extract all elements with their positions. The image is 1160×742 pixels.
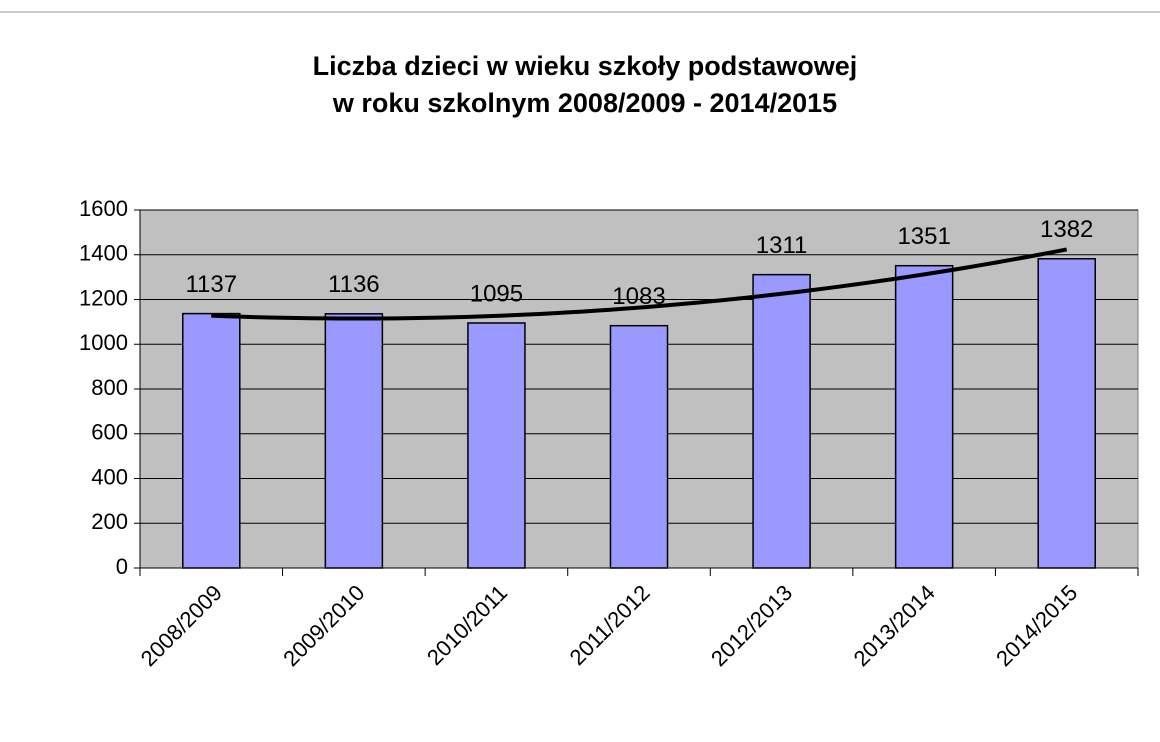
x-tick-label: 2011/2012 [565,580,655,670]
y-tick-label: 1000 [79,330,128,355]
y-tick-label: 1600 [79,196,128,221]
y-tick-label: 400 [91,464,128,489]
y-tick-label: 800 [91,375,128,400]
bar [752,273,811,569]
y-tick-label: 1200 [79,285,128,310]
bar [467,322,526,569]
x-tick-label: 2012/2013 [706,580,797,671]
x-tick-label: 2010/2011 [422,580,512,670]
bar [1037,258,1096,569]
value-label: 1095 [470,280,523,307]
bar [894,264,954,569]
bar [182,312,241,569]
value-label: 1136 [328,271,380,298]
chart-title: w roku szkolnym 2008/2009 - 2014/2015 [332,88,837,118]
x-tick-label: 2008/2009 [136,580,227,671]
y-tick-label: 600 [91,420,128,445]
y-tick-label: 1400 [79,241,128,266]
value-label: 1311 [756,232,808,259]
x-tick-label: 2014/2015 [991,580,1082,671]
bar [324,313,384,569]
bar [609,324,669,569]
x-tick-label: 2009/2010 [278,580,369,671]
y-tick-label: 200 [91,509,128,534]
y-tick-label: 0 [116,554,128,579]
chart-title: Liczba dzieci w wieku szkoły podstawowej [313,51,858,81]
value-label: 1137 [185,271,237,298]
trend-line [211,247,1068,321]
x-tick-label: 2013/2014 [849,580,940,671]
value-label: 1382 [1040,216,1093,243]
value-label: 1351 [897,223,950,250]
